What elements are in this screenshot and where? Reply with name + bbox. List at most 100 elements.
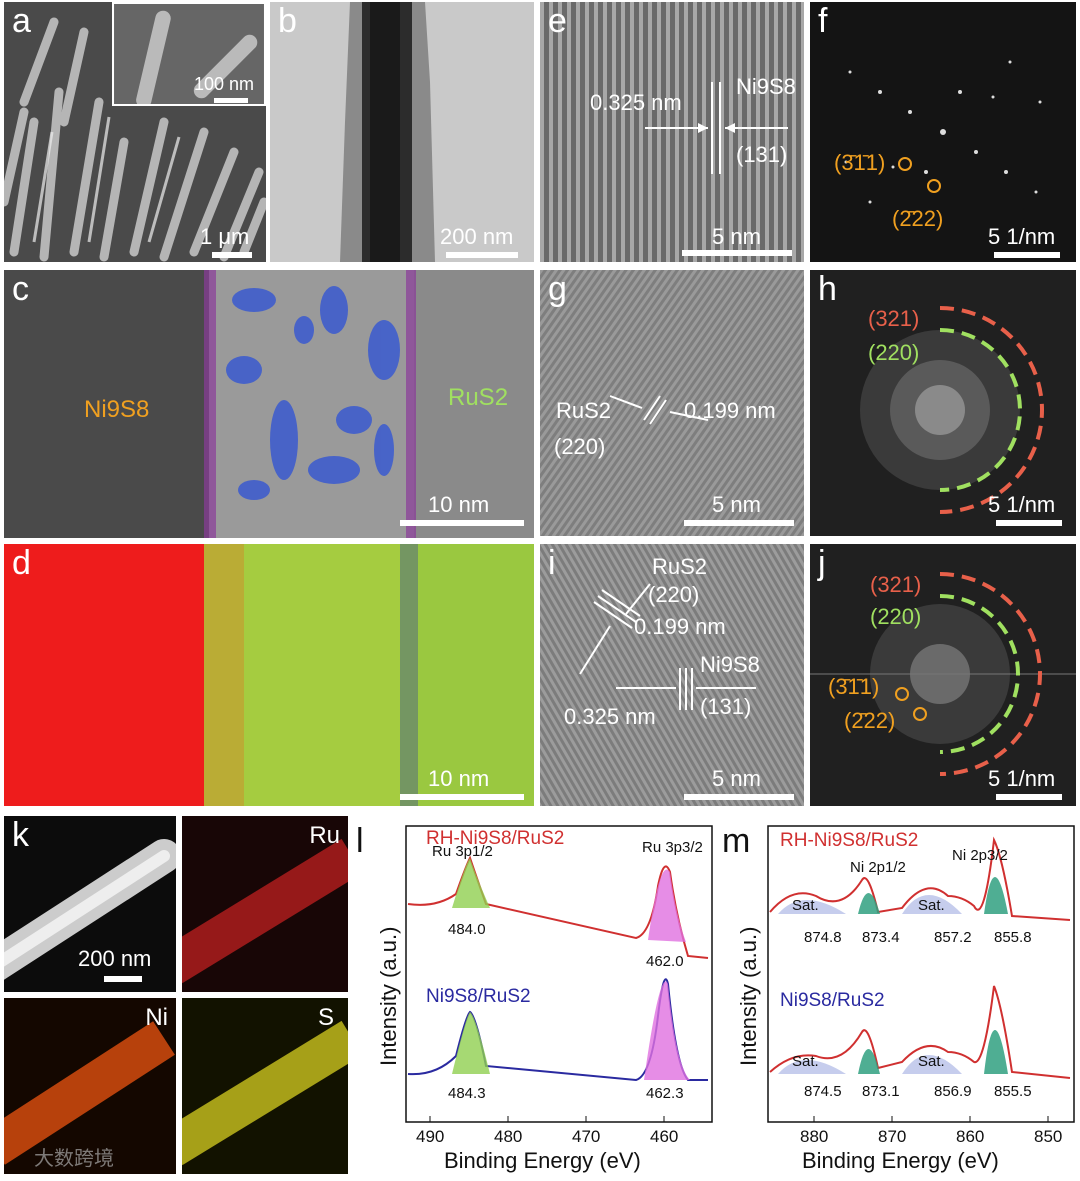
- scale-text: 5 nm: [712, 766, 761, 791]
- x-tick-1: 870: [878, 1127, 906, 1146]
- map-label-ru: Ru: [309, 822, 340, 849]
- scale-bar: [682, 250, 792, 256]
- inset-image: [114, 4, 264, 104]
- panel-d-eds-map: d 10 nm: [4, 544, 534, 806]
- eds-overlay-image: [4, 544, 534, 806]
- ni-map: Ni 大数跨境: [4, 998, 176, 1174]
- panel-a-sem: 100 nm a 1 μm: [4, 2, 266, 262]
- plane-label: (220): [554, 434, 606, 459]
- x-ticks: 880 870 860 850: [800, 1116, 1062, 1146]
- fft-pattern-image: [810, 2, 1076, 262]
- panel-j-fft: j (321) (220) (3̄1̄1) (2̄22) 5 1/nm: [810, 544, 1076, 806]
- d-spacing-label: 0.325 nm: [590, 90, 682, 115]
- panel-letter: j: [818, 544, 826, 582]
- s-map: S: [182, 998, 348, 1174]
- x-tick-3: 850: [1034, 1127, 1062, 1146]
- fit-ru3p12-top: [452, 858, 490, 908]
- spot-label-1: (3̄1̄1): [828, 674, 880, 699]
- panel-letter: k: [12, 816, 29, 854]
- peak-name-2: Ru 3p3/2: [642, 839, 703, 856]
- panel-letter: f: [818, 2, 828, 40]
- scale-bar: [684, 520, 794, 526]
- fit-ru3p12-bottom: [452, 1012, 490, 1074]
- ring-pattern-image: [810, 270, 1076, 536]
- x-tick-2: 860: [956, 1127, 984, 1146]
- bottom-peak-4: 855.5: [994, 1083, 1032, 1100]
- top-peak-3: 857.2: [934, 929, 972, 946]
- sat-label-bottom-1: Sat.: [792, 1053, 819, 1070]
- scale-text: 10 nm: [428, 492, 490, 517]
- top-peak-4: 855.8: [994, 929, 1032, 946]
- panel-letter: a: [12, 2, 31, 40]
- panel-letter: l: [356, 822, 364, 860]
- top-sample-label: RH-Ni9S8/RuS2: [780, 830, 918, 851]
- map-label-s: S: [317, 1004, 334, 1031]
- scale-text: 5 1/nm: [988, 766, 1056, 791]
- fit-sat-bottom-1: [778, 1060, 846, 1074]
- ring-spot-pattern-image: [810, 544, 1076, 806]
- map-label-ni: Ni: [145, 1004, 168, 1031]
- spectrum-top: [769, 836, 1071, 921]
- ring-label-220: (220): [870, 604, 922, 629]
- scale-bar: [446, 252, 518, 258]
- sat-label-top-1: Sat.: [792, 897, 819, 914]
- rus2-lattice-image: [540, 270, 804, 536]
- ru-map-image: [182, 816, 348, 992]
- spectrum-top: [407, 855, 709, 959]
- panel-m-xps-ni: m RH-Ni9S8/RuS2 Ni9S8/RuS2 Ni 2p1/2 Ni 2…: [722, 816, 1078, 1176]
- plane-label: (131): [736, 142, 788, 167]
- y-axis-label: Intensity (a.u.): [736, 927, 761, 1066]
- bottom-peak-1: 484.3: [448, 1085, 486, 1102]
- panel-c-interface: c Ni9S8 RuS2 10 nm: [4, 270, 534, 538]
- scale-text: 5 nm: [712, 492, 761, 517]
- spectrum-bottom: [769, 985, 1071, 1079]
- fit-sat-bottom-2: [902, 1055, 962, 1074]
- plot-frame: [405, 825, 713, 1123]
- interface-image: [4, 270, 534, 538]
- haadf-rod: [4, 816, 176, 992]
- top-peak-1: 484.0: [448, 921, 486, 938]
- panel-letter: g: [548, 270, 567, 308]
- fit-sat-top-1: [778, 900, 846, 914]
- panel-letter: b: [278, 2, 297, 40]
- x-axis-label: Binding Energy (eV): [802, 1148, 999, 1173]
- x-tick-2: 470: [572, 1127, 600, 1146]
- scale-bar: [212, 252, 252, 258]
- fit-ru3p32-top: [648, 869, 686, 942]
- bottom-peak-2: 873.1: [862, 1083, 900, 1100]
- phase-label: Ni9S8: [736, 74, 796, 99]
- inset-scale-bar: [214, 98, 248, 103]
- inset-scale-text: 100 nm: [194, 74, 255, 94]
- haadf-image: k 200 nm: [4, 816, 176, 992]
- plane-label-1: (220): [648, 582, 700, 607]
- scale-text: 5 1/nm: [988, 492, 1056, 517]
- bottom-peak-2: 462.3: [646, 1085, 684, 1102]
- phase-ni9s8: Ni9S8: [84, 396, 150, 423]
- fit-ni2p32-top: [984, 877, 1008, 914]
- scale-bar: [684, 794, 794, 800]
- scale-text: 5 1/nm: [988, 224, 1056, 249]
- peak-name-1: Ni 2p1/2: [850, 859, 906, 876]
- ni-map-image: [4, 998, 176, 1174]
- bottom-sample-label: Ni9S8/RuS2: [426, 986, 531, 1007]
- x-ticks: 490 480 470 460: [416, 1116, 678, 1146]
- panel-e-hrtem: e 0.325 nm Ni9S8 (131) 5 nm: [540, 2, 804, 262]
- plane-label-2: (131): [700, 694, 752, 719]
- inset-sem: 100 nm: [112, 2, 266, 106]
- peak-name-1: Ru 3p1/2: [432, 843, 493, 860]
- fit-ni2p12-top: [858, 893, 880, 914]
- xps-ni-chart: m RH-Ni9S8/RuS2 Ni9S8/RuS2 Ni 2p1/2 Ni 2…: [722, 822, 1075, 1173]
- panel-letter: i: [548, 544, 556, 582]
- ru-map: Ru: [182, 816, 348, 992]
- scale-bar: [996, 520, 1062, 526]
- scale-text: 200 nm: [78, 946, 152, 971]
- sat-label-bottom-2: Sat.: [918, 1053, 945, 1070]
- panel-letter: d: [12, 544, 31, 582]
- panel-letter: m: [722, 822, 750, 860]
- panel-letter: e: [548, 2, 567, 40]
- fit-ru3p32-bottom: [644, 981, 690, 1080]
- scale-bar: [994, 252, 1060, 258]
- y-axis-label: Intensity (a.u.): [376, 927, 401, 1066]
- panel-h-fft: h (321) (220) 5 1/nm: [810, 270, 1076, 536]
- tem-nanorod-image: [270, 2, 534, 262]
